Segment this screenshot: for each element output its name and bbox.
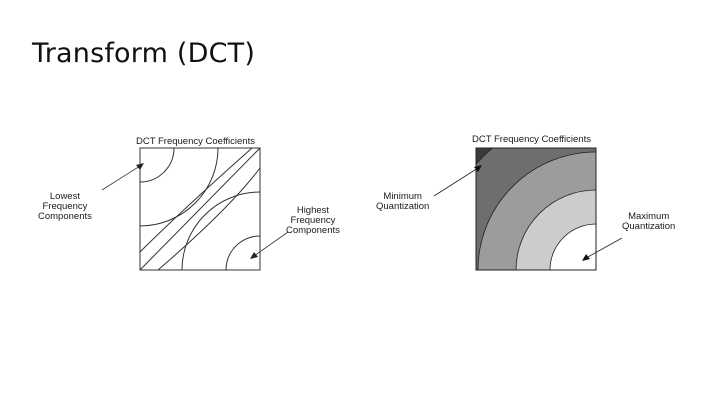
highest-frequency-pointer [250,231,289,259]
maximum-quantization-pointer [582,237,623,261]
quantization-diagram-svg [433,147,623,271]
diagram-heading: DCT Frequency Coefficients [136,136,255,147]
mid-frequency-curve-2 [157,167,261,271]
diagram-heading: DCT Frequency Coefficients [472,134,591,145]
minimum-quantization-label: Minimum Quantization [376,191,430,212]
diagonal-line [139,147,261,271]
slide-title: Transform (DCT) [32,38,256,69]
low-frequency-arc-2 [139,147,219,227]
lowest-frequency-pointer [101,163,144,191]
highest-frequency-label: Highest Frequency Components [286,205,340,236]
high-frequency-arc-2 [181,191,261,271]
frequency-coefficients-diagram: DCT Frequency Coefficients Lowest Fr [30,128,370,278]
maximum-quantization-label: Maximum Quantization [622,211,676,232]
quantization-bands [476,148,596,270]
low-frequency-arc-1 [139,147,175,183]
mid-frequency-curve-1 [139,147,253,253]
quantization-square [475,147,597,271]
quantization-diagram: DCT Frequency Coefficients Minimum Quant… [370,128,710,278]
frequency-diagram-svg [101,147,289,271]
high-frequency-arc-1 [225,235,261,271]
minimum-quantization-pointer [433,165,482,197]
lowest-frequency-label: Lowest Frequency Components [38,191,92,222]
frequency-grid [139,147,261,271]
